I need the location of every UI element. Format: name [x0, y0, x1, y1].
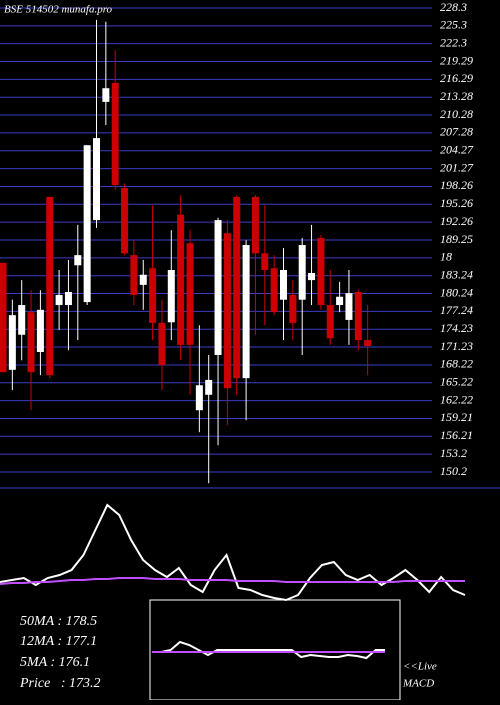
ma-label: 50MA : 178.5 — [20, 614, 97, 629]
ma-label: 5MA : 176.1 — [20, 655, 90, 670]
candle-body — [223, 233, 231, 389]
chart-title: BSE 514502 munafa.pro — [4, 4, 113, 16]
candle-body — [326, 305, 334, 339]
y-tick-label: 219.29 — [440, 53, 473, 67]
y-tick-label: 18 — [440, 250, 452, 264]
candle-body — [354, 291, 362, 341]
y-tick-label: 162.22 — [440, 392, 473, 406]
y-tick-label: 165.22 — [440, 375, 473, 389]
y-tick-label: 183.24 — [440, 267, 473, 281]
candle-body — [18, 305, 26, 335]
y-tick-label: 150.2 — [440, 464, 467, 478]
y-tick-label: 180.24 — [440, 285, 473, 299]
y-tick-label: 195.26 — [440, 196, 473, 210]
candle-body — [261, 253, 269, 271]
y-tick-label: 177.24 — [440, 303, 473, 317]
candle-body — [102, 88, 110, 102]
y-tick-label: 174.23 — [440, 321, 473, 335]
candle-body — [280, 270, 287, 300]
candle-body — [8, 315, 16, 370]
candle-body — [270, 268, 278, 313]
y-tick-label: 225.3 — [440, 18, 467, 32]
candle-body — [298, 245, 306, 300]
y-tick-label: 153.2 — [440, 446, 467, 460]
y-tick-label: 156.21 — [440, 428, 473, 442]
live-label: <<Live — [403, 661, 437, 673]
price-label: Price : 173.2 — [19, 676, 100, 691]
candle-body — [55, 294, 63, 306]
y-tick-label: 159.21 — [440, 410, 473, 424]
y-tick-label: 216.29 — [440, 71, 473, 85]
y-tick-label: 222.3 — [440, 35, 467, 49]
candle-body — [149, 268, 157, 323]
ma-label: 12MA : 177.1 — [20, 634, 97, 649]
candle-body — [251, 196, 259, 254]
candle-body — [186, 243, 194, 345]
y-tick-label: 204.27 — [440, 143, 474, 157]
candle-body — [121, 188, 129, 254]
candle-body — [167, 270, 175, 323]
macd-label: MACD — [402, 678, 434, 690]
candle-body — [83, 145, 91, 303]
candle-body — [289, 294, 297, 323]
candle-body — [130, 255, 138, 295]
candle-body — [205, 379, 213, 395]
y-tick-label: 192.26 — [440, 214, 473, 228]
candle-body — [36, 309, 44, 352]
candle-body — [317, 237, 325, 306]
y-tick-label: 201.27 — [440, 160, 474, 174]
candle-body — [345, 293, 353, 320]
candle-body — [364, 340, 372, 347]
candle-body — [111, 82, 119, 186]
indicator-line — [152, 640, 385, 660]
indicator-line — [0, 577, 465, 585]
y-tick-label: 189.25 — [440, 232, 473, 246]
y-tick-label: 171.23 — [440, 339, 473, 353]
candle-body — [27, 312, 35, 373]
candle-body — [46, 196, 54, 376]
y-tick-label: 210.28 — [440, 107, 473, 121]
y-tick-label: 213.28 — [440, 89, 473, 103]
candle-body — [139, 274, 147, 285]
y-tick-label: 228.3 — [440, 0, 467, 14]
candle-body — [195, 385, 203, 411]
candle-body — [214, 220, 222, 355]
candle-body — [308, 272, 316, 281]
candle-body — [74, 255, 82, 266]
candle-body — [93, 138, 100, 221]
candle-body — [158, 322, 166, 366]
candle-body — [233, 196, 241, 379]
y-tick-label: 168.22 — [440, 357, 473, 371]
candle-body — [242, 245, 250, 379]
candle-body — [336, 296, 344, 306]
candle-body — [177, 214, 185, 345]
y-tick-label: 198.26 — [440, 178, 473, 192]
y-tick-label: 207.28 — [440, 125, 473, 139]
candle-body — [0, 262, 7, 373]
candle-body — [64, 291, 72, 306]
